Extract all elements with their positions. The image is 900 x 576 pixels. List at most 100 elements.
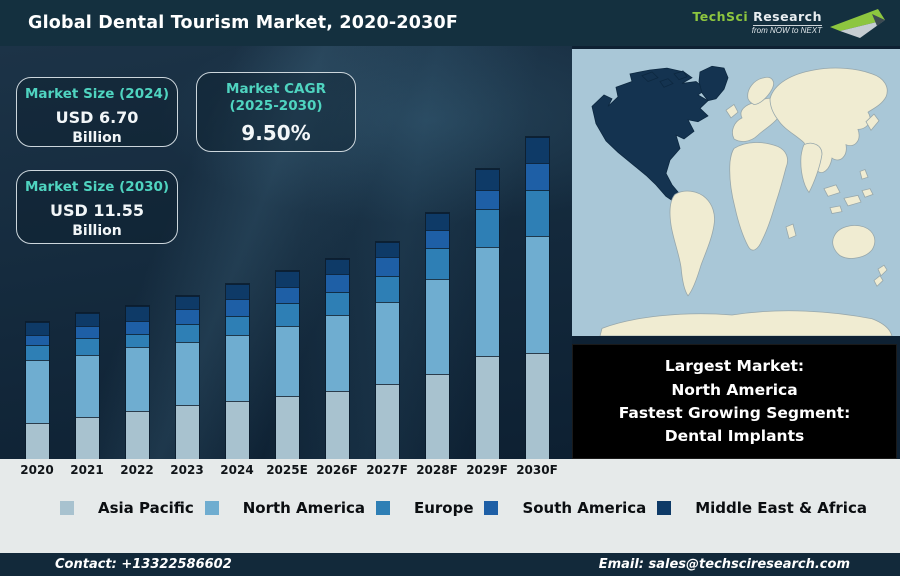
world-map bbox=[572, 49, 900, 336]
segment-south-america bbox=[275, 287, 299, 303]
segment-middle-east-africa bbox=[475, 169, 499, 190]
bar-2024 bbox=[212, 283, 262, 459]
segment-asia-pacific bbox=[325, 391, 349, 459]
bar-2025E bbox=[262, 270, 312, 459]
segment-middle-east-africa bbox=[525, 137, 549, 163]
largest-market-value: North America bbox=[671, 380, 798, 399]
contact-phone: Contact: +13322586602 bbox=[55, 557, 232, 572]
map-other-continents bbox=[599, 67, 893, 336]
legend-swatch bbox=[375, 501, 390, 515]
bar-2027F bbox=[362, 241, 412, 459]
legend-label: Middle East & Africa bbox=[695, 499, 867, 517]
x-axis-label-2027F: 2027F bbox=[366, 463, 408, 477]
x-axis-label-2022: 2022 bbox=[120, 463, 154, 477]
segment-asia-pacific bbox=[275, 396, 299, 459]
segment-europe bbox=[525, 190, 549, 236]
segment-asia-pacific bbox=[75, 417, 99, 459]
x-axis-label-2020: 2020 bbox=[20, 463, 54, 477]
segment-middle-east-africa bbox=[425, 213, 449, 230]
x-axis-labels: 2020 2021 2022 2023 2024 2025E 2026F 2027F 2028F… bbox=[12, 459, 562, 477]
market-size-2024-value: USD 6.70 bbox=[55, 107, 139, 127]
segment-europe bbox=[425, 248, 449, 279]
segment-asia-pacific bbox=[175, 405, 199, 459]
logo-text: TechSci Research from NOW to NEXT bbox=[692, 9, 822, 35]
segment-europe bbox=[475, 209, 499, 247]
x-axis-label-2028F: 2028F bbox=[416, 463, 458, 477]
segment-middle-east-africa bbox=[275, 271, 299, 287]
segment-middle-east-africa bbox=[175, 296, 199, 309]
chart-legend: Asia Pacific North America Europe South Ame… bbox=[0, 499, 900, 517]
bar-2028F bbox=[412, 212, 462, 459]
right-panel: Largest Market: North America Fastest Gr… bbox=[572, 46, 900, 459]
segment-south-america bbox=[475, 190, 499, 209]
segment-middle-east-africa bbox=[25, 322, 49, 335]
legend-item-middle-east-africa: Middle East & Africa bbox=[657, 499, 867, 517]
logo-tagline: from NOW to NEXT bbox=[751, 25, 822, 35]
largest-market-label: Largest Market: bbox=[664, 357, 805, 376]
bar-2020 bbox=[12, 321, 62, 459]
segment-europe bbox=[75, 338, 99, 355]
market-size-2024-unit: Billion bbox=[72, 129, 122, 146]
segment-asia-pacific bbox=[525, 353, 549, 459]
segment-south-america bbox=[325, 274, 349, 292]
bar-2029F bbox=[462, 168, 512, 459]
segment-asia-pacific bbox=[25, 423, 49, 459]
fastest-segment-label: Fastest Growing Segment: bbox=[618, 404, 851, 422]
logo-brand-secondary: Research bbox=[753, 9, 822, 27]
market-cagr-value: 9.50% bbox=[241, 120, 311, 145]
map-south-america bbox=[669, 190, 715, 297]
x-axis-label-2024: 2024 bbox=[220, 463, 254, 477]
legend-swatch bbox=[657, 501, 672, 515]
segment-north-america bbox=[25, 360, 49, 423]
x-axis-label-2023: 2023 bbox=[170, 463, 204, 477]
segment-middle-east-africa bbox=[75, 313, 99, 326]
segment-south-america bbox=[175, 309, 199, 324]
fastest-segment-value: Dental Implants bbox=[664, 427, 805, 446]
stacked-bar-chart bbox=[12, 46, 562, 459]
header: Global Dental Tourism Market, 2020-2030F… bbox=[0, 0, 900, 46]
segment-north-america bbox=[175, 342, 199, 405]
segment-asia-pacific bbox=[225, 401, 249, 459]
map-africa bbox=[729, 142, 788, 251]
legend-item-europe: Europe bbox=[375, 499, 474, 517]
segment-south-america bbox=[225, 299, 249, 316]
legend-label: Asia Pacific bbox=[98, 499, 194, 517]
world-map-svg bbox=[572, 49, 900, 336]
segment-asia-pacific bbox=[125, 411, 149, 459]
legend-swatch bbox=[204, 501, 219, 515]
segment-north-america bbox=[325, 315, 349, 391]
techsci-logo: TechSci Research from NOW to NEXT bbox=[692, 7, 900, 39]
bar-2023 bbox=[162, 295, 212, 459]
market-cagr-title-years: (2025-2030) bbox=[229, 97, 323, 114]
market-cagr-title: Market CAGR bbox=[226, 81, 326, 97]
segment-middle-east-africa bbox=[325, 259, 349, 274]
segment-middle-east-africa bbox=[375, 242, 399, 257]
bar-2030F bbox=[512, 136, 562, 459]
segment-north-america bbox=[425, 279, 449, 374]
segment-europe bbox=[275, 303, 299, 326]
contact-email: Email: sales@techsciresearch.com bbox=[598, 557, 850, 572]
map-region-north-america bbox=[591, 65, 729, 204]
segment-north-america bbox=[225, 335, 249, 401]
segment-north-america bbox=[475, 247, 499, 356]
content-row: Market Size (2024) USD 6.70 Billion Mark… bbox=[0, 46, 900, 459]
market-size-2030-box: Market Size (2030) USD 11.55 Billion bbox=[16, 170, 178, 244]
bar-2026F bbox=[312, 258, 362, 459]
map-australia bbox=[832, 225, 876, 259]
market-size-2030-value: USD 11.55 bbox=[50, 200, 144, 220]
segment-south-america bbox=[425, 230, 449, 248]
market-size-2024-title: Market Size (2024) bbox=[24, 86, 170, 102]
segment-europe bbox=[25, 345, 49, 360]
legend-item-south-america: South America bbox=[484, 499, 646, 517]
market-cagr-box: Market CAGR (2025-2030) 9.50% bbox=[196, 72, 356, 152]
segment-north-america bbox=[525, 236, 549, 353]
bottom-band: 2020 2021 2022 2023 2024 2025E 2026F 2027F 2028F… bbox=[0, 459, 900, 553]
segment-middle-east-africa bbox=[125, 306, 149, 321]
segment-europe bbox=[175, 324, 199, 342]
segment-south-america bbox=[75, 326, 99, 338]
segment-south-america bbox=[375, 257, 399, 276]
x-axis-label-2029F: 2029F bbox=[466, 463, 508, 477]
x-axis-label-2026F: 2026F bbox=[316, 463, 358, 477]
segment-north-america bbox=[75, 355, 99, 417]
segment-asia-pacific bbox=[375, 384, 399, 459]
